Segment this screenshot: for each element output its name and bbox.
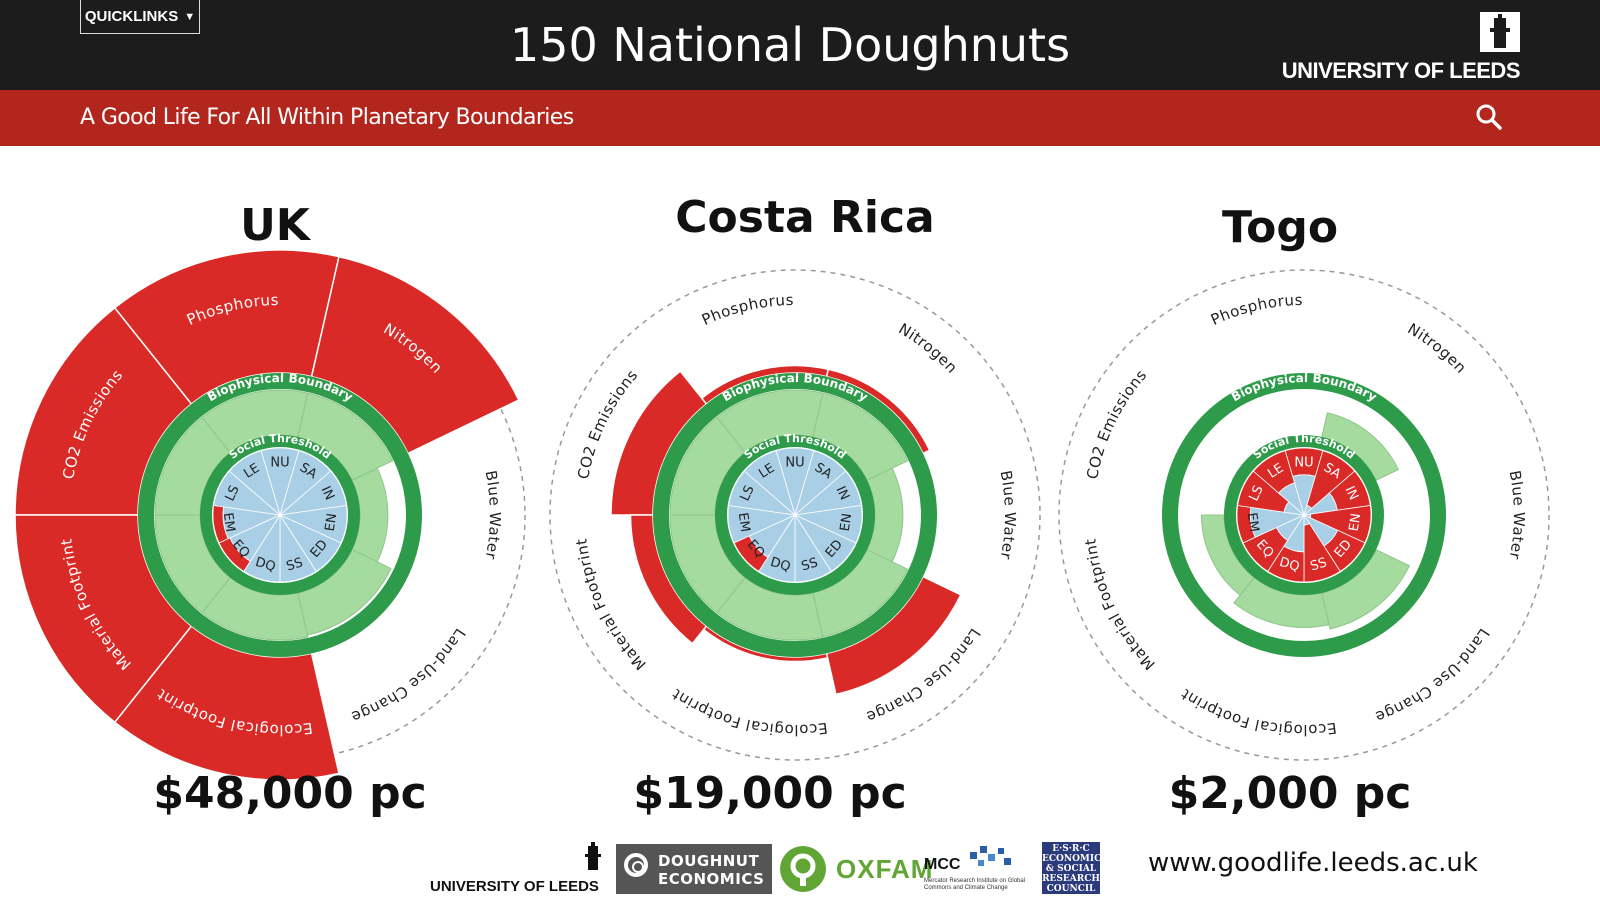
top-header-bar: QUICKLINKS ▼ 150 National Doughnuts UNIV… — [0, 0, 1600, 90]
social-threshold-ring — [200, 435, 360, 595]
social-label-em: EM — [1244, 512, 1262, 533]
doughnut-chart-togo: CO2 Emissions Phosphorus Nitrogen Blue Wate… — [1058, 269, 1550, 761]
website-url[interactable]: www.goodlife.leeds.ac.uk — [1148, 848, 1478, 878]
university-crest-icon — [585, 842, 601, 870]
page-title: 150 National Doughnuts — [509, 18, 1071, 72]
leeds-logo[interactable]: UNIVERSITY OF LEEDS — [430, 842, 610, 895]
chevron-down-icon: ▼ — [184, 10, 196, 23]
social-label-le: LE — [756, 461, 777, 482]
social-label-ss: SS — [800, 555, 820, 574]
oxfam-logo[interactable]: OXFAM — [780, 844, 932, 894]
mcc-logo-text: MCC — [924, 856, 961, 873]
biophysical-boundary-ring — [1162, 373, 1446, 657]
social-label-em: EM — [735, 512, 753, 533]
country-title-togo: Togo — [1221, 202, 1339, 253]
social-label-in: IN — [833, 484, 852, 503]
site-tagline[interactable]: A Good Life For All Within Planetary Bou… — [80, 105, 574, 130]
social-label-nu: NU — [785, 456, 804, 471]
social-threshold-ring — [715, 435, 875, 595]
leeds-logo-text: UNIVERSITY OF LEEDS — [430, 878, 599, 895]
search-icon[interactable] — [1474, 102, 1504, 132]
social-label-le: LE — [1265, 461, 1286, 482]
university-name: UNIVERSITY OF LEEDS — [1281, 58, 1521, 83]
biophysical-label-blue-water: Blue Water — [997, 469, 1020, 561]
social-label-dq: DQ — [769, 555, 793, 575]
social-threshold-ring — [1224, 435, 1384, 595]
mcc-logo-subtitle: Mercator Research Institute on Global Co… — [924, 878, 1026, 891]
biophysical-label-blue-water: Blue Water — [1506, 469, 1529, 561]
biophysical-label-phosphorus: Phosphorus — [1208, 291, 1303, 329]
biophysical-label-material-footprint: Material Footprint — [1081, 537, 1158, 673]
country-title-costa-rica: Costa Rica — [675, 192, 935, 243]
subheader-bar: A Good Life For All Within Planetary Bou… — [0, 90, 1600, 146]
income-uk: $48,000 pc — [153, 768, 427, 819]
social-label-ls: LS — [223, 483, 243, 503]
income-costa-rica: $19,000 pc — [633, 768, 907, 819]
university-crest-icon — [1480, 12, 1520, 52]
oxfam-figure-icon — [780, 846, 826, 892]
doughnut-economics-logo[interactable]: DOUGHNUT ECONOMICS — [616, 844, 772, 894]
income-togo: $2,000 pc — [1168, 768, 1412, 819]
university-logo[interactable]: UNIVERSITY OF LEEDS — [1282, 12, 1521, 83]
social-label-ss: SS — [285, 555, 305, 574]
esrc-logo[interactable]: E·S·R·C ECONOMIC & SOCIAL RESEARCH COUNC… — [1042, 842, 1102, 894]
biophysical-label-co2-emissions: CO2 Emissions — [1083, 366, 1150, 481]
social-label-en: EN — [838, 512, 855, 532]
social-label-ls: LS — [1247, 483, 1267, 503]
social-label-le: LE — [241, 461, 262, 482]
doughnut-logo-line1: DOUGHNUT — [658, 852, 760, 870]
biophysical-label-land-use-change: Land-Use Change — [349, 625, 470, 726]
outer-dashed-circle — [1058, 269, 1550, 761]
social-label-in: IN — [1342, 484, 1361, 503]
biophysical-label-ecological-footprint: Ecological Footprint — [668, 685, 828, 739]
quicklinks-dropdown[interactable]: QUICKLINKS ▼ — [80, 0, 200, 34]
mcc-squares-icon — [970, 846, 1011, 866]
social-label-nu: NU — [270, 456, 289, 471]
social-label-dq: DQ — [1278, 555, 1302, 575]
doughnut-logo-line2: ECONOMICS — [658, 870, 765, 888]
biophysical-boundary-ring — [653, 373, 937, 657]
social-label-ls: LS — [738, 483, 758, 503]
doughnut-ring-icon — [624, 853, 648, 877]
outer-dashed-circle — [549, 269, 1041, 761]
biophysical-boundary-ring — [138, 373, 422, 657]
biophysical-label-nitrogen: Nitrogen — [1404, 320, 1470, 377]
biophysical-label-land-use-change: Land-Use Change — [1373, 625, 1494, 726]
social-bar-le — [1278, 482, 1305, 517]
social-label-em: EM — [220, 512, 238, 533]
social-label-en: EN — [323, 512, 340, 532]
biophysical-label-nitrogen: Nitrogen — [895, 320, 961, 377]
social-label-en: EN — [1347, 512, 1364, 532]
oxfam-logo-text: OXFAM — [836, 854, 934, 884]
social-label-ss: SS — [1309, 555, 1329, 574]
biophysical-label-ecological-footprint: Ecological Footprint — [1177, 685, 1337, 739]
social-label-dq: DQ — [254, 555, 278, 575]
social-bar-le — [743, 450, 796, 517]
country-title-uk: UK — [240, 200, 310, 251]
mcc-logo[interactable]: MCC Mercator Research Institute on Globa… — [924, 842, 1034, 894]
social-label-in: IN — [318, 484, 337, 503]
biophysical-label-blue-water: Blue Water — [482, 469, 505, 561]
quicklinks-label: QUICKLINKS — [84, 8, 179, 25]
biophysical-label-phosphorus: Phosphorus — [699, 291, 794, 329]
social-bar-le — [228, 450, 281, 517]
social-label-nu: NU — [1294, 456, 1313, 471]
